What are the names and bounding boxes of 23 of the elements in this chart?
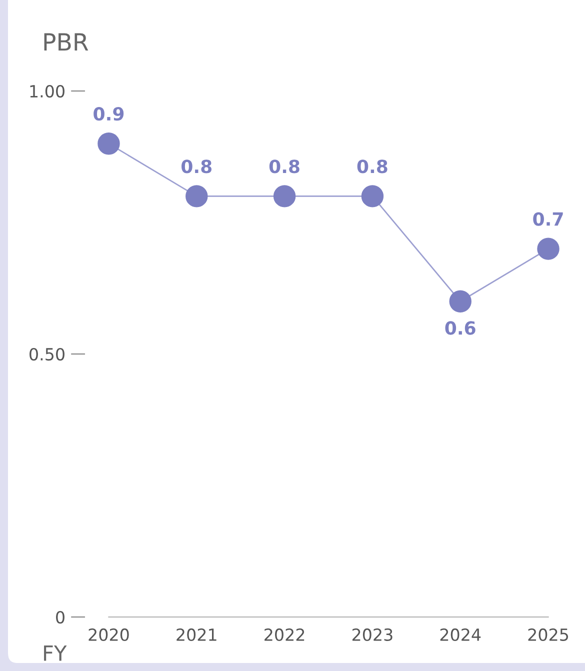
x-tick-label: 2024 <box>440 628 481 642</box>
y-tick-label: 0.50 <box>30 348 64 361</box>
x-tick-label: 2022 <box>264 628 304 642</box>
point <box>361 185 384 208</box>
point <box>186 185 208 208</box>
data-label: 0.6 <box>445 321 476 335</box>
x-tick-label: 2023 <box>352 628 392 642</box>
data-label: 0.7 <box>533 212 563 226</box>
point <box>449 290 472 313</box>
point <box>98 132 120 155</box>
x-tick-label: 2021 <box>176 628 216 642</box>
data-label: 0.8 <box>357 160 388 174</box>
point <box>273 185 296 208</box>
y-tick-label: 0 <box>56 610 64 624</box>
point <box>537 238 560 260</box>
chart-title: PBR <box>44 33 88 51</box>
y-tick-label: 1.00 <box>30 84 64 98</box>
data-label: 0.8 <box>182 160 212 174</box>
x-tick-label: 2020 <box>88 628 129 642</box>
data-label: 0.8 <box>269 160 300 174</box>
data-label: 0.9 <box>94 107 124 121</box>
x-tick-label: 2025 <box>528 628 568 642</box>
x-axis-title: FY <box>44 646 67 661</box>
